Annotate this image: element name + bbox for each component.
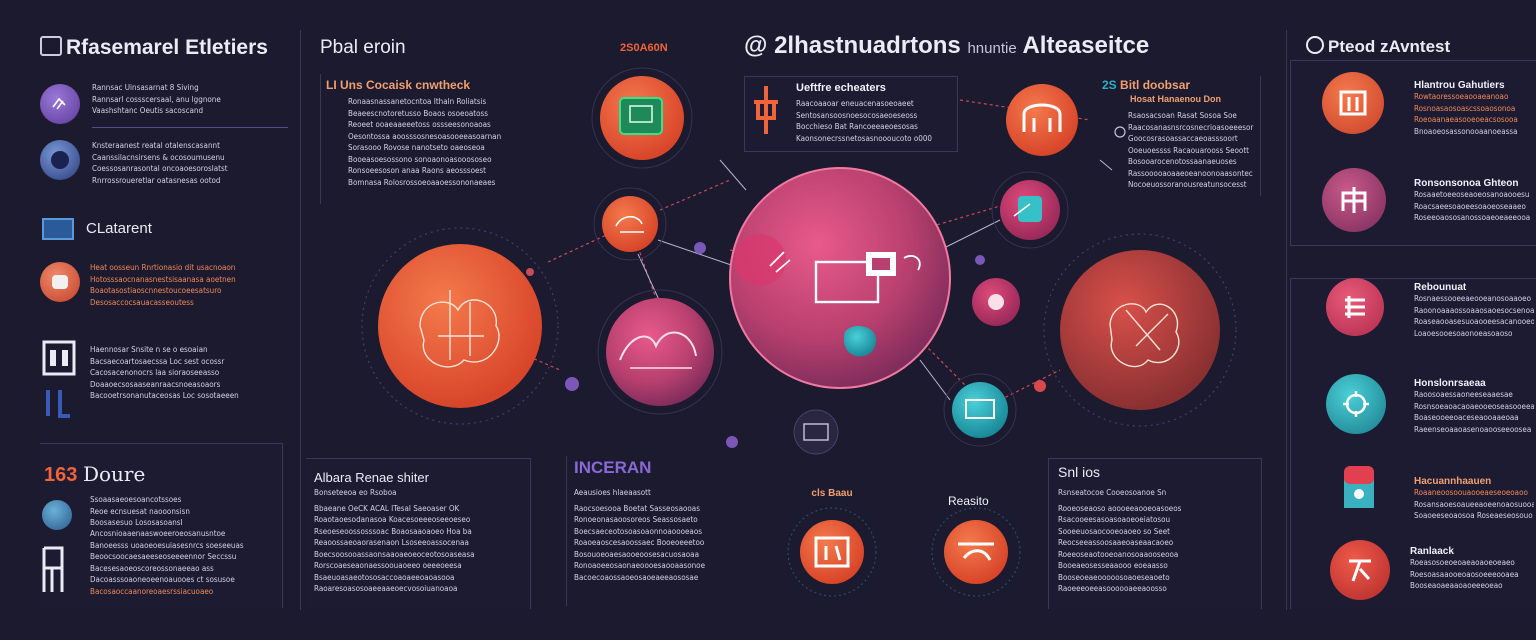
left-item-1-text: Rannsac Uinsasarnat 8 Siving Rannsarl co… (92, 83, 221, 115)
bottom-panel-3-text: Rsnseatocoe Cooeosoanoe Sn Rooeoseaoso a… (1058, 488, 1182, 593)
right-item-6-icon (1330, 540, 1390, 600)
bottom-orange-orb-1 (787, 507, 877, 597)
right-orb-ring (1043, 233, 1237, 427)
bottom-orange-orb-2 (931, 507, 1021, 597)
center-top-panel (744, 76, 958, 152)
right-item-1: Hlantrou Gahutiers Rowtaoressoeaooaeanoa… (1414, 80, 1518, 136)
center-top-icon (750, 82, 782, 142)
node-dot (726, 436, 738, 448)
right-item-6: Ranlaack Roeasosoeoeoaeaoaoeoeaeo Roesoa… (1410, 546, 1519, 590)
divider-left (300, 30, 301, 610)
node-dot (565, 377, 579, 391)
top-orange-orb (591, 67, 693, 169)
right-item-3: Rebounuat Rosnaessooeeaeooeanosoaaoeo Ra… (1414, 282, 1534, 338)
left-bottom-panel (40, 443, 283, 608)
section-3-title: 163 Doure (44, 462, 146, 486)
circle-icon (1306, 36, 1324, 54)
center-left-panel-text: Ronaasnassanetocntoa Ithaln Roliatsis Be… (348, 97, 502, 187)
center-title: @ 2lhastnuadrtons hnuntie Alteaseitce (744, 32, 1150, 59)
right-item-5: Hacuannhaauen Roaaneoosoouaooeaeseoeoaoo… (1414, 476, 1534, 520)
bottom-panel-1-text: Bonseteeoa eo Rsoboa Bbaeane OeCK ACAL I… (314, 488, 475, 593)
small-orange-orb (593, 187, 667, 261)
left-divider-1 (92, 127, 288, 128)
right-item-2-icon (1322, 168, 1386, 232)
center-right-text: Rsaosacsoan Rasat Sosoa Soe Raacosanasns… (1128, 111, 1254, 189)
left-title: Rfasemarel Etletiers (40, 36, 268, 60)
logo-icon (40, 36, 62, 56)
right-item-4: Honslonrsaeaa Raoosoaessaoneeseaaesae Ro… (1414, 378, 1534, 434)
solid-links (637, 159, 1113, 401)
orb-label-1: cls Baau (811, 488, 853, 499)
teal-magenta-orb (991, 171, 1069, 249)
left-item-6-icon (40, 544, 66, 596)
left-orb-ring (361, 227, 559, 425)
big-right-orb (1060, 250, 1220, 410)
node-dot (694, 242, 706, 254)
left-item-2-text: Knsteraanest reatal otalenscasannt Caans… (92, 141, 228, 185)
orange-label: 2S0A60N (620, 42, 668, 54)
left-item-3-icon (40, 262, 80, 302)
dark-small-orb (793, 409, 839, 455)
right-title: Pteod zAvntest (1306, 36, 1450, 57)
network-diagram (361, 67, 1237, 597)
central-orb (729, 167, 951, 389)
right-item-2: Ronsonsonoa Ghteon Rosaaetoeeoseaoeosano… (1414, 178, 1531, 222)
center-left-panel-title: LI Uns Cocaisk cnwtheck (326, 78, 471, 92)
right-item-5-icon (1336, 458, 1382, 514)
bottom-panel-3-title: Snl ios (1058, 464, 1101, 480)
node-dot (526, 268, 534, 276)
node-dot (1114, 126, 1126, 138)
left-item-4-icon (42, 336, 76, 420)
bottom-panel-1 (306, 458, 531, 609)
at-icon: @ (744, 32, 768, 59)
section-3-icon (42, 500, 72, 530)
divider-right (1286, 30, 1287, 610)
node-dot (1034, 380, 1046, 392)
left-item-6-text: Ancosnioaaenaaswoeeroeosanusntoe Banoees… (90, 529, 244, 596)
bottom-panel-2-text: Aeausioes hlaeaasott Raocsoesooa Boetat … (574, 488, 706, 582)
left-item-2-icon (40, 140, 80, 180)
left-item-5-text: Ssoaasaeoesoancotssoes Reoe ecnsuesat na… (90, 495, 190, 527)
bottom-panel-3 (1048, 458, 1262, 609)
center-left-panel (320, 74, 561, 204)
left-item-3-text: Heat oosseun Rnrtionasio dit usacnoaon H… (90, 263, 236, 307)
center-right-title: 2S Bitl doobsar (1102, 78, 1191, 92)
bottom-panel-1-title: Albara Renae shiter (314, 470, 429, 485)
teal-orb (943, 373, 1017, 447)
center-top-title: Ueftfre echeaters (796, 82, 886, 94)
center-left-orb (597, 289, 723, 415)
center-right-panel (1100, 76, 1261, 196)
bottom-panel-2-border (566, 456, 567, 606)
node-dot (975, 255, 985, 265)
center-right-sub: Hosat Hanaenou Don (1130, 94, 1222, 104)
section-2-title: CLatarent (86, 220, 152, 237)
right-panel-bottom (1290, 278, 1536, 609)
right-item-1-icon (1322, 72, 1384, 134)
center-left-title: Pbal eroin (320, 37, 406, 58)
small-magenta-orb (972, 278, 1020, 326)
big-left-orb (378, 244, 542, 408)
center-top-text: Raacoaaoar eneuacenasoeoaeet Sentosansoo… (796, 99, 932, 143)
section-2-icon (42, 218, 74, 240)
top-right-orange-orb (1006, 84, 1078, 156)
bottom-panel-2-title: INCERAN (574, 458, 652, 477)
orb-label-2: Reasito (948, 494, 989, 508)
left-item-1-icon (40, 84, 80, 124)
right-item-3-icon (1326, 278, 1384, 336)
right-item-4-icon (1326, 374, 1386, 434)
left-item-4-text: Haennosar Snsite n se o esoaian Bacsaeco… (90, 345, 239, 400)
